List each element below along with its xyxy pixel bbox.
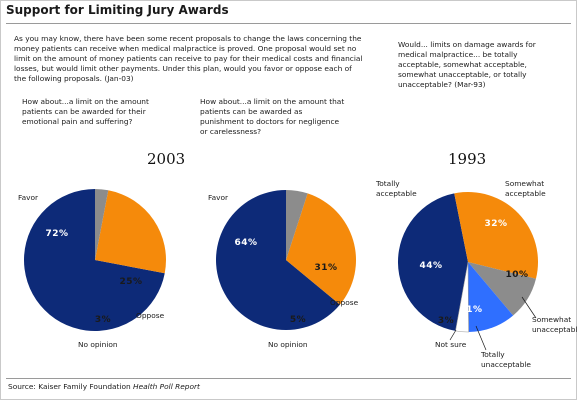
pie-3-value-totally-unacceptable: 11% (459, 305, 482, 315)
pie-1-value-no-opinion: 3% (95, 315, 111, 325)
source-publication: Health Poll Report (133, 382, 200, 391)
pie-1-value-oppose: 25% (119, 277, 142, 287)
pie-3-slice-totally-acceptable (397, 193, 468, 331)
bottom-divider (6, 378, 571, 379)
source-prefix: Source: Kaiser Family Foundation (8, 382, 134, 391)
pie-3-value-somewhat-acceptable: 32% (484, 219, 507, 229)
pie-3-label-not-sure: Not sure (435, 340, 467, 349)
source-note: Source: Kaiser Family Foundation Health … (8, 382, 200, 391)
pie-2-label-oppose: Oppose (330, 298, 359, 307)
pie-2-value-no-opinion: 5% (290, 315, 306, 325)
pie-3-label-totally-acceptable: Totally acceptable (375, 179, 417, 198)
pie-2-slice-favor (216, 190, 340, 330)
question-1993: Would... limits on damage awards for med… (398, 40, 536, 89)
pie-1-slice-oppose (95, 190, 166, 274)
year-label-2003: 2003 (147, 150, 186, 168)
pie-3-slice-totally-unacceptable (468, 262, 514, 332)
pie-3-value-totally-acceptable: 44% (419, 261, 442, 271)
question-punishment: How about...a limit on the amount that p… (200, 97, 345, 136)
pie-1-slice-favor (23, 189, 165, 332)
top-divider (6, 23, 571, 24)
pie-3-slice-somewhat-unacceptable (468, 262, 536, 316)
pie-1-label-no-opinion: No opinion (78, 340, 118, 349)
pie-3-label-somewhat-acceptable: Somewhat acceptable (505, 179, 546, 198)
pie-2-label-favor: Favor (208, 193, 229, 202)
pie-1-slice-no-opinion (95, 189, 109, 260)
pie-2-slice-no-opinion (286, 190, 308, 260)
pie-1-label-favor: Favor (18, 193, 39, 202)
pie-3-value-not-sure: 3% (438, 316, 454, 326)
pie-2-value-favor: 64% (234, 238, 257, 248)
leader-line (449, 329, 457, 341)
pie-2-slice-oppose (286, 193, 357, 305)
pie-3-label-totally-unacceptable: Totally unacceptable (480, 350, 531, 369)
pie-1-value-favor: 72% (45, 229, 68, 239)
intro-text: As you may know, there have been some re… (14, 34, 363, 83)
pie-1-label-oppose: Oppose (136, 311, 165, 320)
page-title: Support for Limiting Jury Awards (6, 3, 229, 17)
pie-3-value-somewhat-unacceptable: 10% (505, 270, 528, 280)
leader-line (521, 296, 537, 319)
leader-line (475, 325, 487, 351)
pie-2-label-no-opinion: No opinion (268, 340, 308, 349)
pie-2-value-oppose: 31% (314, 263, 337, 273)
year-label-1993: 1993 (448, 150, 487, 168)
question-pain-suffering: How about...a limit on the amount patien… (22, 97, 149, 126)
pie-3-label-somewhat-unacceptable: Somewhat unacceptable (532, 315, 577, 334)
pie-3-slice-somewhat-acceptable (454, 191, 539, 279)
